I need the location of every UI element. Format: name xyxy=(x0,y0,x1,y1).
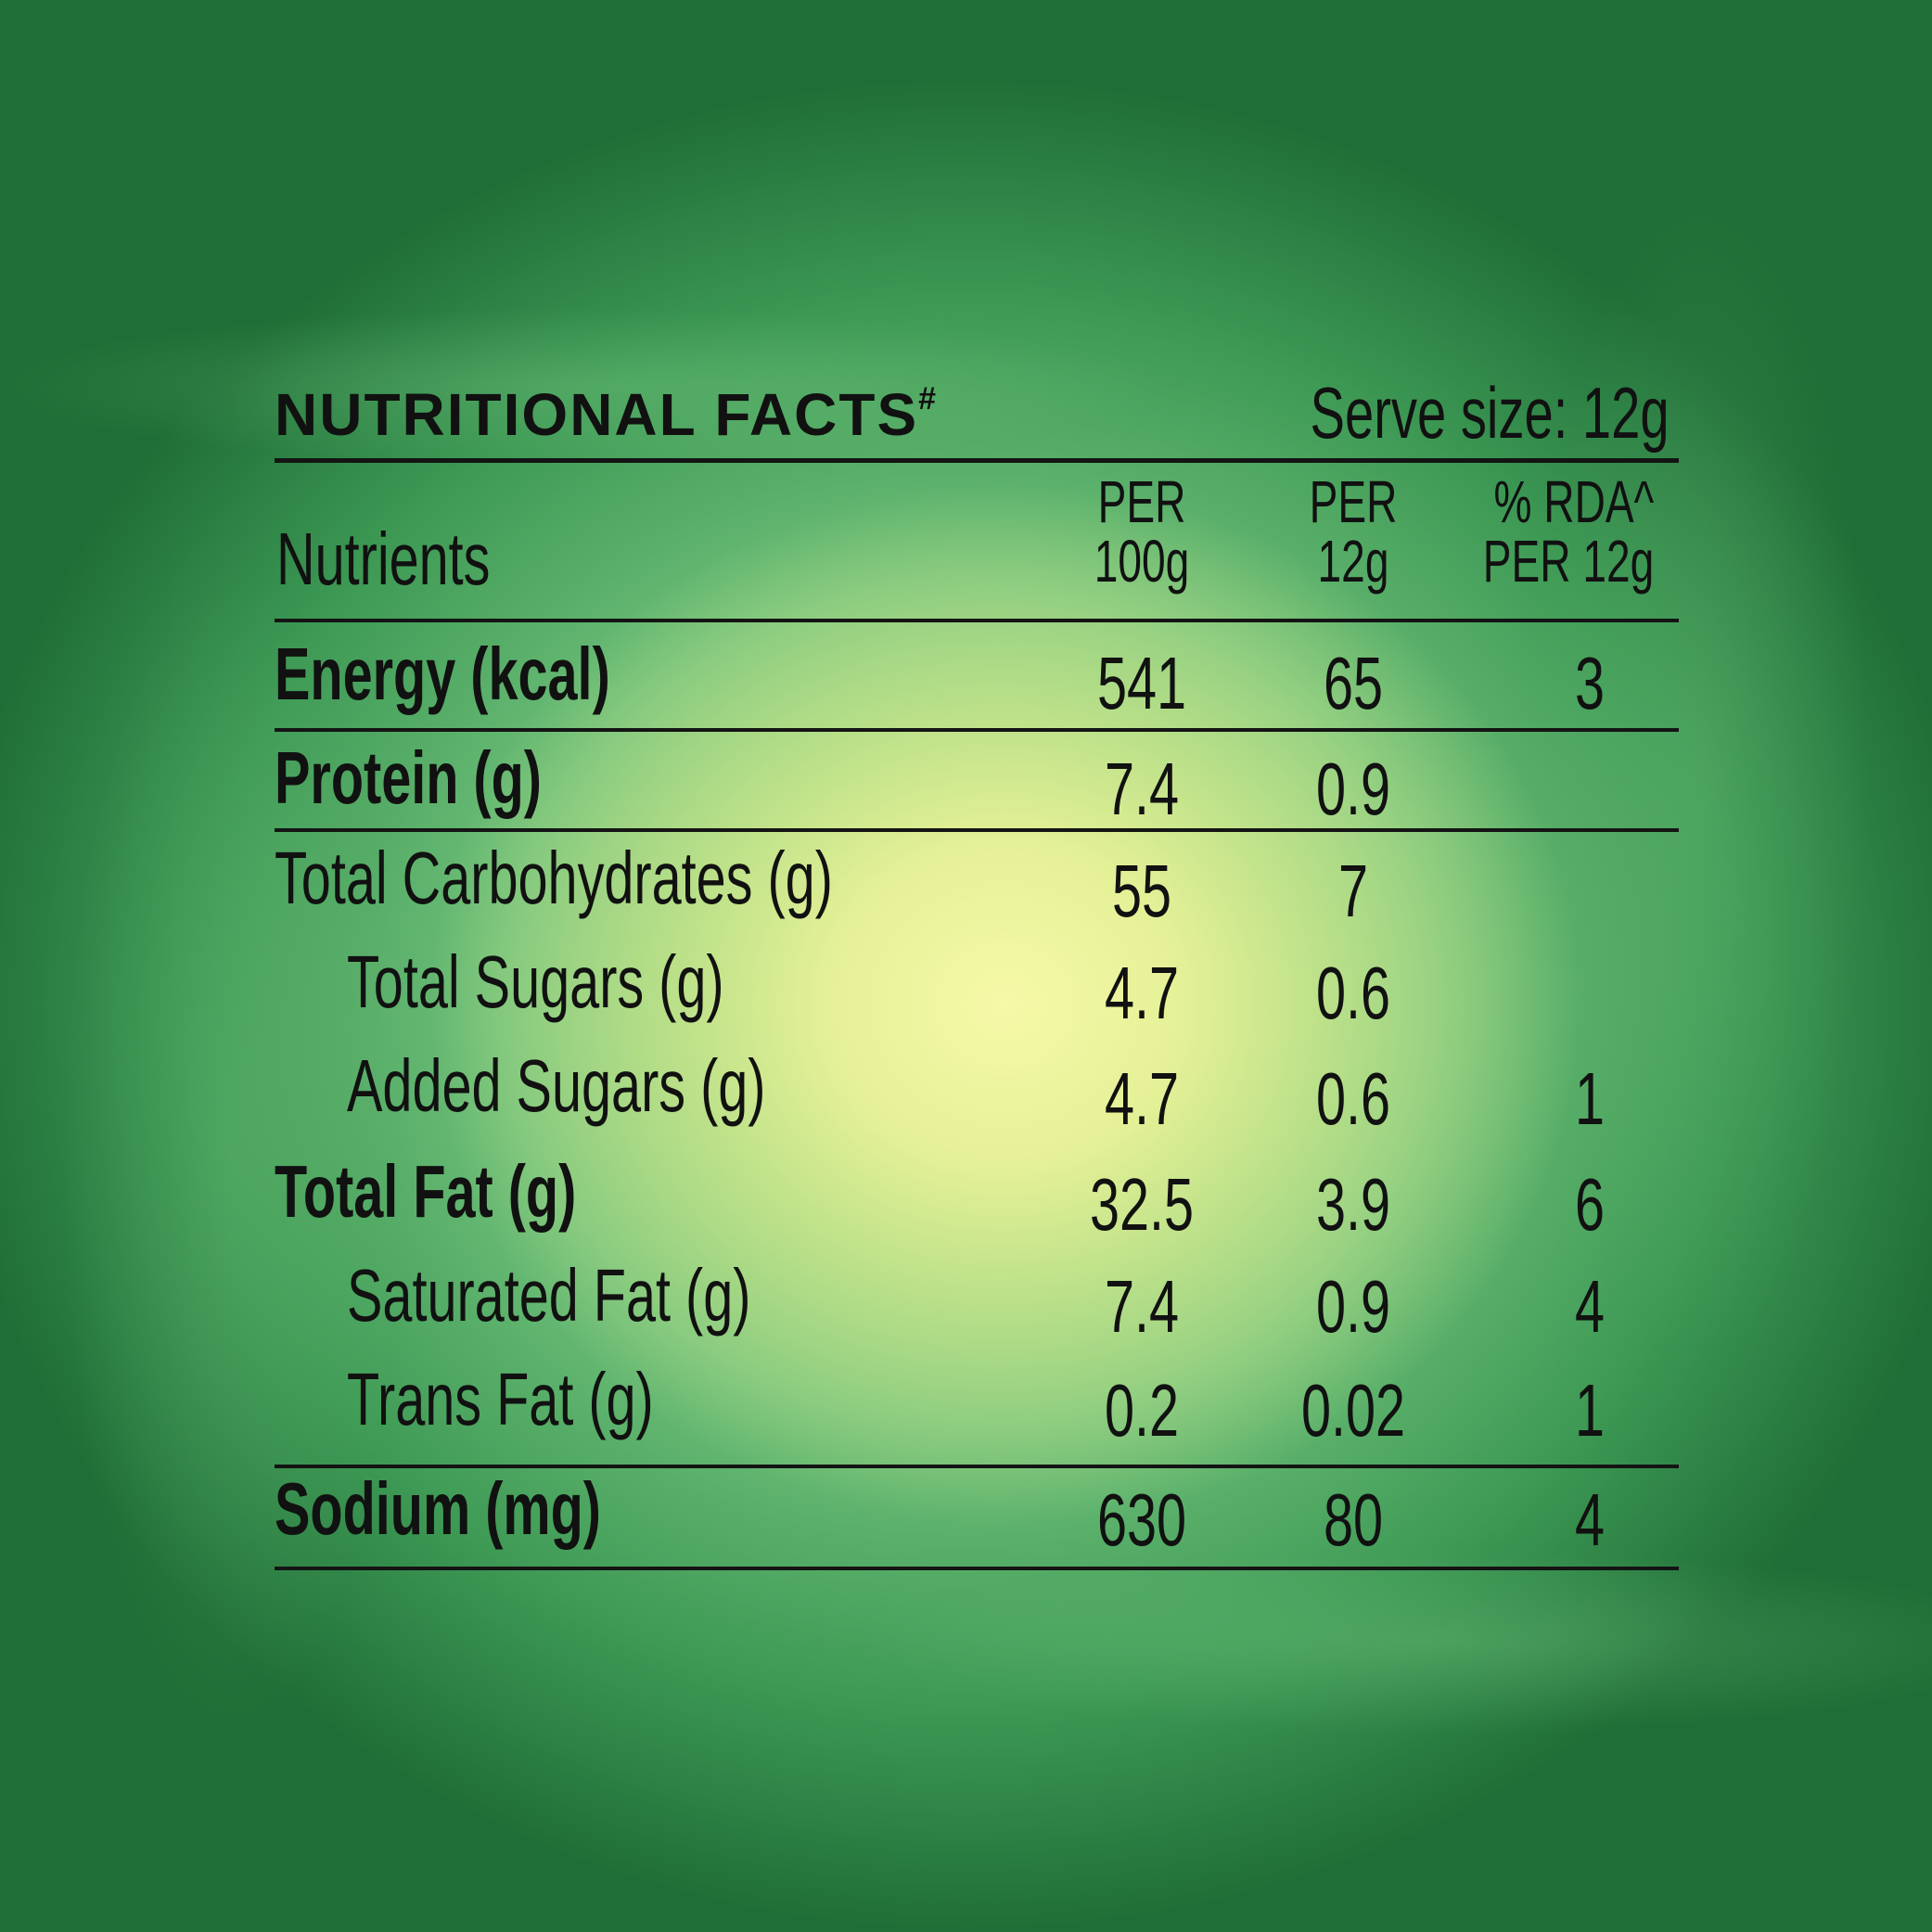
row-per-12g: 0.6 xyxy=(1315,952,1391,1034)
row-per-12g: 3.9 xyxy=(1315,1163,1391,1246)
row-rda: 6 xyxy=(1574,1163,1606,1246)
row-rda: 4 xyxy=(1574,1478,1606,1561)
row-nutrient: Protein (g) xyxy=(275,736,542,819)
title-footnote-mark: # xyxy=(918,380,939,416)
table-row: Energy (kcal) 541 65 3 xyxy=(275,622,1679,728)
row-rule xyxy=(275,728,1679,732)
row-per-100g: 7.4 xyxy=(1104,1265,1180,1348)
table-row: Sodium (mg) 630 80 4 xyxy=(275,1467,1679,1567)
row-per-12g: 0.6 xyxy=(1315,1057,1391,1140)
header-per-100g: PER 100g xyxy=(1094,472,1190,591)
row-per-100g: 32.5 xyxy=(1089,1163,1195,1246)
header-rda-line2: PER 12g xyxy=(1482,528,1655,595)
serve-size: Serve size: 12g xyxy=(1310,372,1670,454)
title-row: NUTRITIONAL FACTS# Serve size: 12g xyxy=(275,371,1679,458)
row-per-12g: 0.9 xyxy=(1315,748,1391,830)
row-rule xyxy=(275,828,1679,832)
table-bottom-rule xyxy=(275,1567,1679,1570)
row-per-100g: 0.2 xyxy=(1104,1369,1180,1452)
row-rda: 1 xyxy=(1574,1057,1606,1140)
row-nutrient: Total Sugars (g) xyxy=(347,940,724,1023)
row-nutrient: Total Carbohydrates (g) xyxy=(275,837,833,919)
row-per-12g: 80 xyxy=(1323,1478,1384,1561)
row-per-100g: 55 xyxy=(1111,850,1172,932)
header-rda: % RDA^ PER 12g xyxy=(1483,472,1654,591)
row-nutrient: Sodium (mg) xyxy=(275,1467,601,1550)
table-top-rule xyxy=(275,458,1679,463)
table-row-group: Total Fat (g) 32.5 3.9 6 Saturated Fat (… xyxy=(275,1149,1679,1465)
header-per-12g: PER 12g xyxy=(1310,472,1398,591)
row-rda: 1 xyxy=(1574,1369,1606,1452)
table-row: Protein (g) 7.4 0.9 xyxy=(275,732,1679,830)
row-nutrient: Energy (kcal) xyxy=(275,633,610,715)
row-nutrient: Added Sugars (g) xyxy=(347,1044,766,1127)
row-rda: 4 xyxy=(1574,1265,1606,1348)
row-per-100g: 4.7 xyxy=(1104,952,1180,1034)
row-rule xyxy=(275,1465,1679,1468)
row-per-100g: 541 xyxy=(1096,642,1187,724)
row-per-12g: 7 xyxy=(1337,850,1369,932)
header-nutrients: Nutrients xyxy=(276,518,491,600)
header-per-100g-line1: PER xyxy=(1097,468,1186,535)
row-per-12g: 0.9 xyxy=(1315,1265,1391,1348)
nutrition-table: NUTRITIONAL FACTS# Serve size: 12g Nutri… xyxy=(275,371,1679,1570)
header-row: Nutrients PER 100g PER 12g % RDA^ PER 12… xyxy=(275,463,1679,619)
row-per-12g: 65 xyxy=(1323,642,1384,724)
table-title: NUTRITIONAL FACTS# xyxy=(275,380,938,449)
table-row-group: Total Carbohydrates (g) 55 7 Total Sugar… xyxy=(275,832,1679,1149)
row-nutrient: Saturated Fat (g) xyxy=(347,1254,751,1337)
row-rda: 3 xyxy=(1574,642,1606,724)
row-per-12g: 0.02 xyxy=(1300,1369,1406,1452)
row-per-100g: 7.4 xyxy=(1104,748,1180,830)
row-nutrient: Trans Fat (g) xyxy=(347,1358,654,1440)
header-per-12g-line1: PER xyxy=(1309,468,1398,535)
row-nutrient: Total Fat (g) xyxy=(275,1150,577,1233)
header-per-12g-line2: 12g xyxy=(1317,528,1389,595)
header-per-100g-line2: 100g xyxy=(1094,528,1190,595)
row-per-100g: 630 xyxy=(1096,1478,1187,1561)
title-text: NUTRITIONAL FACTS xyxy=(275,381,919,448)
row-per-100g: 4.7 xyxy=(1104,1057,1180,1140)
header-rda-line1: % RDA^ xyxy=(1493,468,1655,535)
header-rule xyxy=(275,619,1679,622)
